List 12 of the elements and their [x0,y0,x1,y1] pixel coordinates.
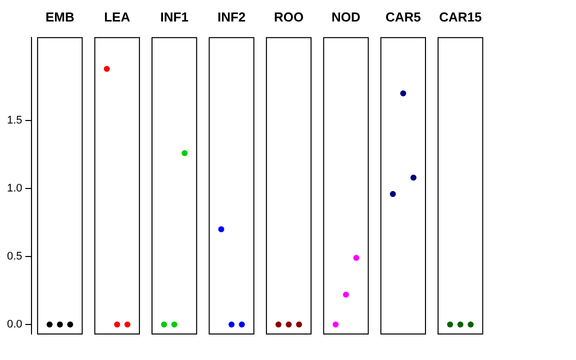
y-tick-label: 1.5 [6,114,22,127]
x-tick-label: CAR5 [385,9,421,24]
x-tick-label: CAR15 [439,9,482,24]
y-tick-label: 0.0 [6,318,22,331]
x-tick-label: NOD [332,9,360,24]
x-tick-label: INF2 [217,9,246,24]
x-tick-label: LEA [104,9,131,24]
x-tick-label: EMB [45,9,74,24]
x-tick-label: INF1 [160,9,188,24]
y-tick-label: 1.0 [6,182,22,195]
y-tick-label: 0.5 [6,250,22,263]
x-tick-label: ROO [274,9,304,24]
